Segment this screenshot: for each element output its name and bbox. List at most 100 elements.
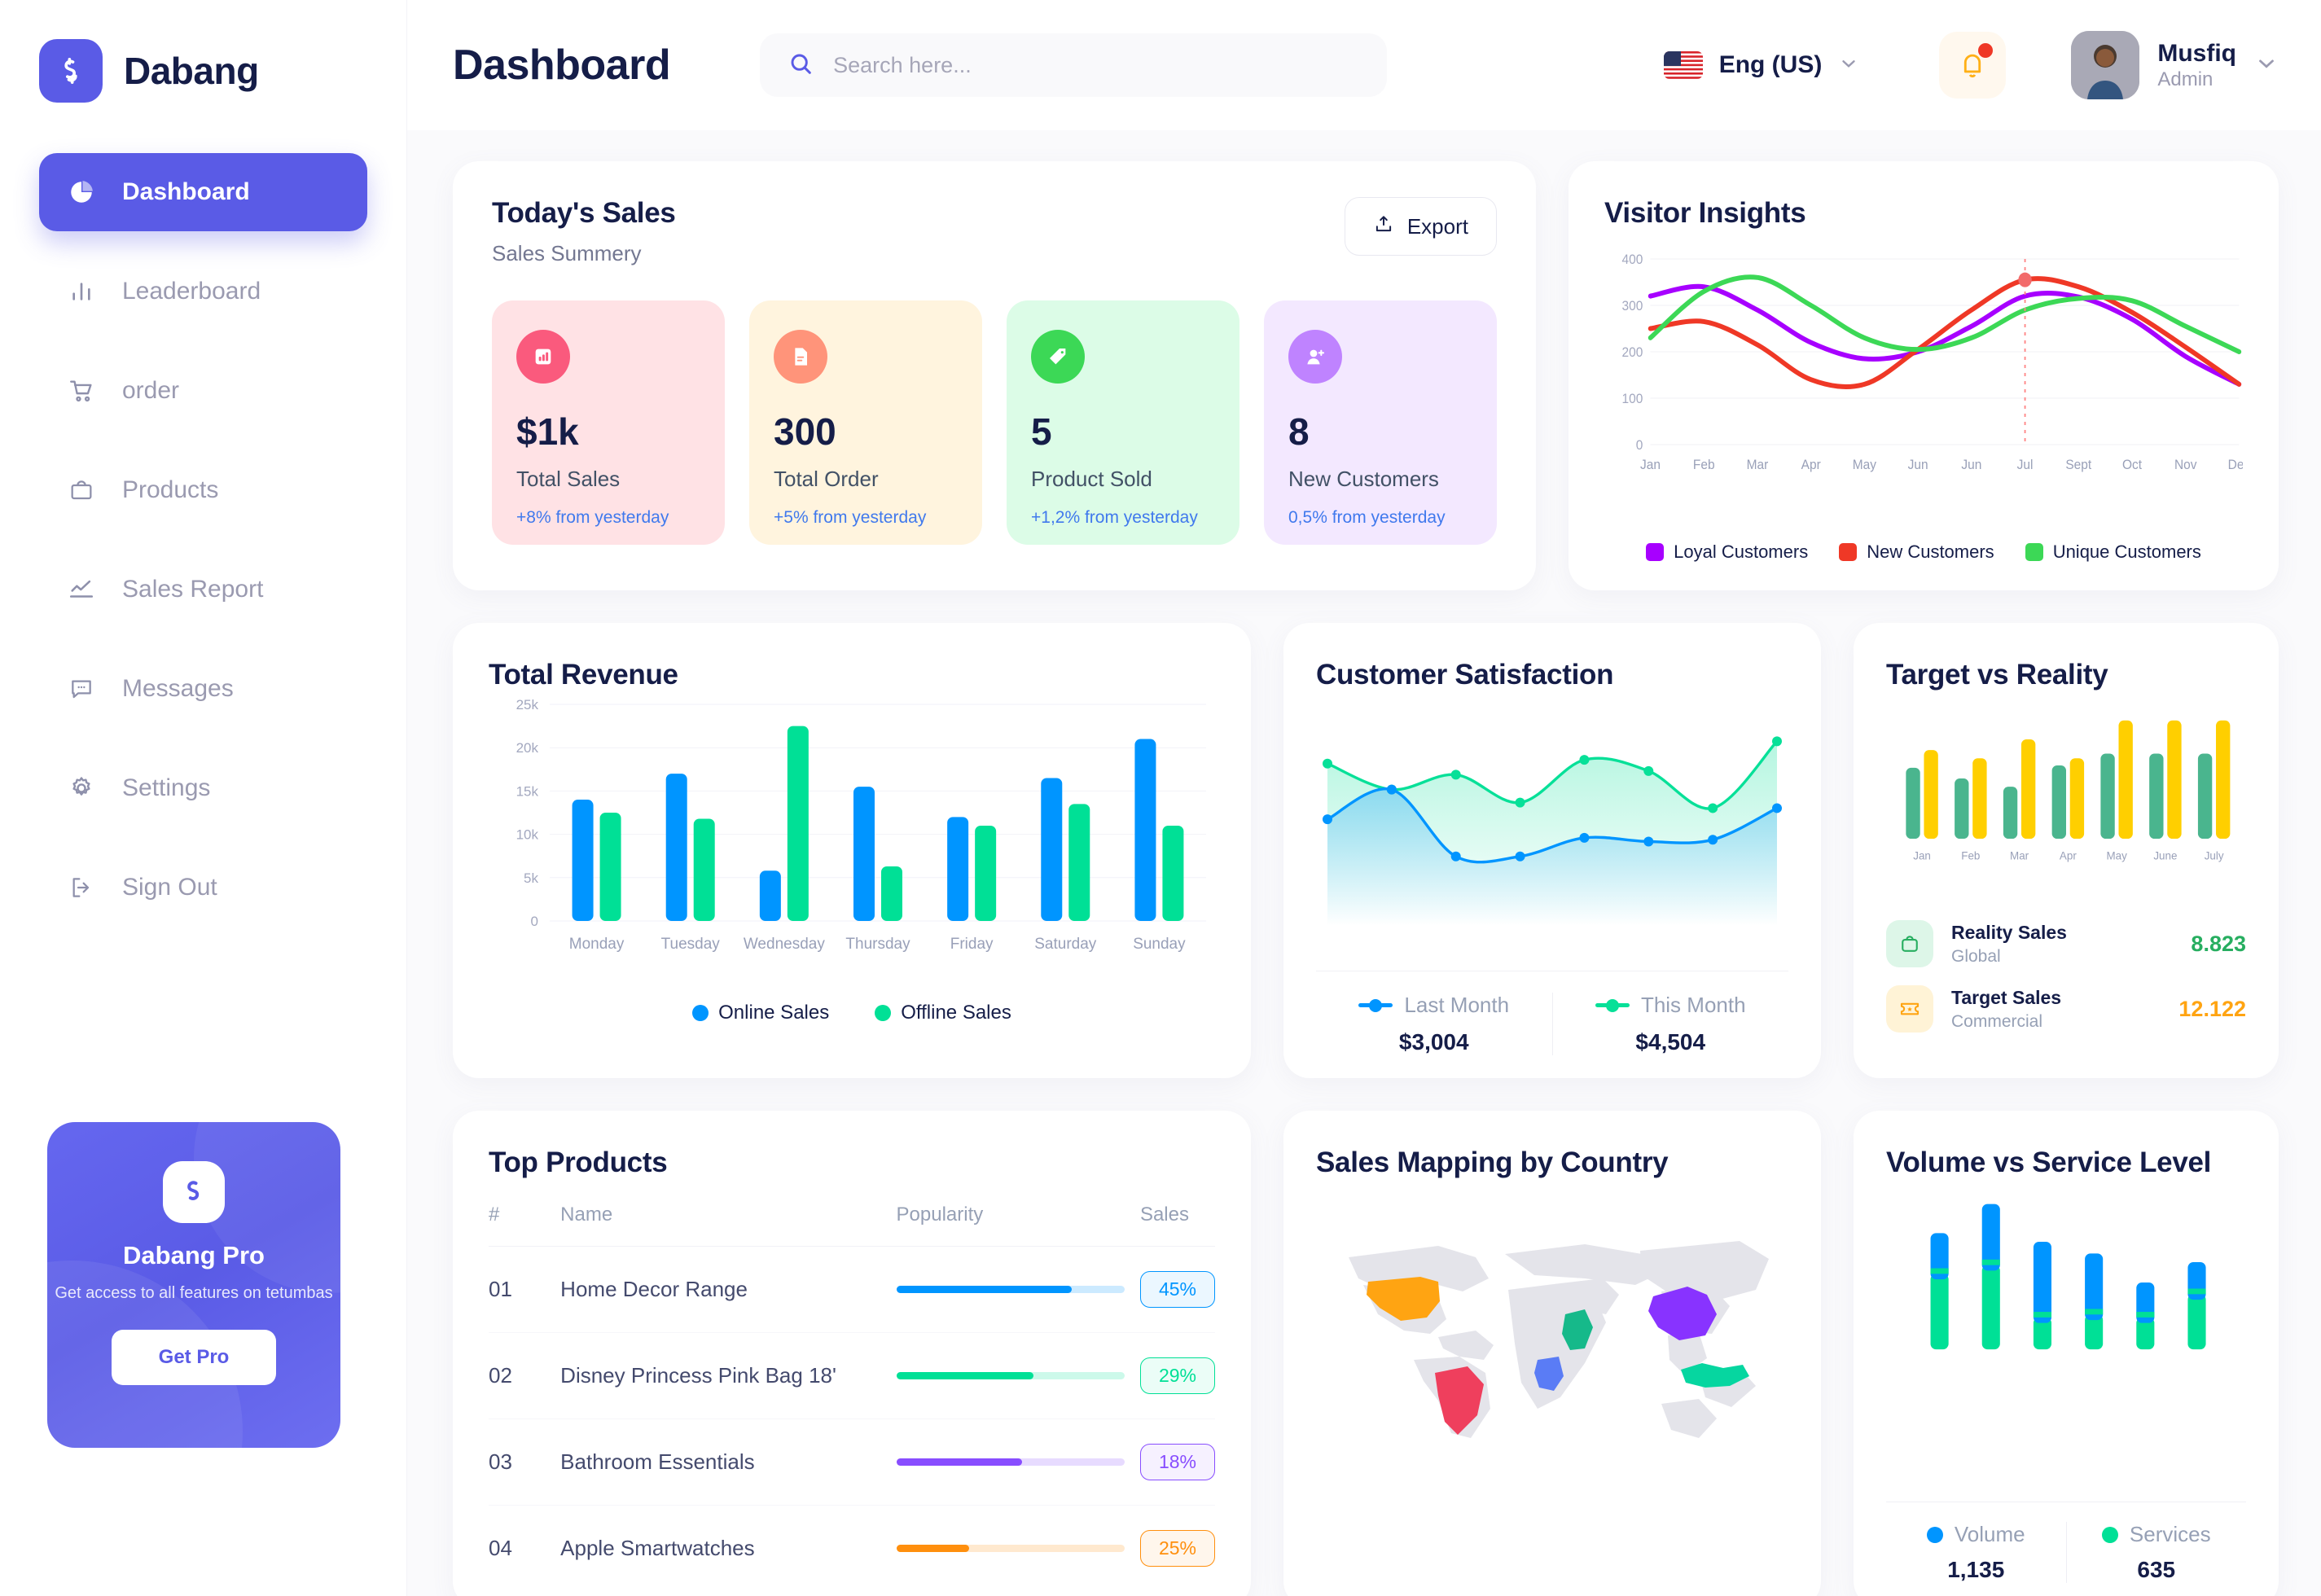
sidebar-item-dashboard[interactable]: Dashboard: [39, 153, 367, 231]
table-row[interactable]: 03 Bathroom Essentials 18%: [489, 1418, 1215, 1506]
legend-label: Last Month: [1404, 993, 1510, 1017]
svg-text:July: July: [2205, 849, 2224, 862]
legend-value: 12.122: [2178, 996, 2246, 1021]
document-icon: [774, 330, 827, 384]
services-metric: Services 635: [2065, 1522, 2247, 1583]
search-icon: [788, 50, 814, 81]
sidebar-nav: Dashboard Leaderboard order: [0, 153, 406, 927]
avatar: [2071, 31, 2140, 99]
todays-sales-card: Today's Sales Sales Summery Export: [453, 161, 1536, 590]
get-pro-button[interactable]: Get Pro: [111, 1330, 277, 1385]
world-map: [1316, 1200, 1788, 1473]
legend-item: Volume: [1886, 1522, 2066, 1547]
cell-name: Apple Smartwatches: [560, 1536, 755, 1560]
customer-satisfaction-chart: [1316, 699, 1788, 948]
chevron-down-icon: [1838, 53, 1859, 78]
svg-text:Jan: Jan: [1640, 457, 1661, 472]
user-profile[interactable]: Musfiq Admin: [2071, 31, 2279, 99]
sidebar-item-sales-report[interactable]: Sales Report: [39, 550, 367, 629]
stat-card-total-order: 300 Total Order +5% from yesterday: [749, 300, 982, 545]
table-row[interactable]: 01 Home Decor Range 45%: [489, 1246, 1215, 1333]
map-region-china[interactable]: [1648, 1287, 1717, 1340]
brand[interactable]: Dabang: [0, 0, 406, 103]
sidebar-item-settings[interactable]: Settings: [39, 749, 367, 827]
svg-text:400: 400: [1622, 252, 1643, 267]
tag-icon: [1031, 330, 1085, 384]
svg-text:Jan: Jan: [1913, 849, 1931, 862]
legend-title: Target Sales: [1951, 986, 2062, 1008]
sidebar-item-sign-out[interactable]: Sign Out: [39, 848, 367, 927]
line-chart-icon: [65, 573, 98, 606]
legend-swatch: [875, 1005, 892, 1021]
legend-label: Loyal Customers: [1674, 542, 1809, 562]
cell-num: 01: [489, 1246, 561, 1333]
map-region-indonesia[interactable]: [1681, 1363, 1749, 1388]
cell-sales: 45%: [1139, 1246, 1215, 1333]
legend-item: Online Sales: [692, 1002, 829, 1024]
search-input[interactable]: [833, 52, 1360, 78]
svg-text:Mar: Mar: [2010, 849, 2029, 862]
dabang-logo-icon: [39, 39, 103, 103]
map-region-united-states[interactable]: [1367, 1277, 1440, 1321]
map-region-brazil[interactable]: [1435, 1366, 1484, 1435]
legend-row-reality-sales: Reality Sales Global 8.823: [1886, 920, 2246, 967]
table-row[interactable]: 04 Apple Smartwatches 25%: [489, 1506, 1215, 1592]
logout-icon: [65, 871, 98, 904]
svg-text:20k: 20k: [516, 740, 539, 756]
language-selector[interactable]: Eng (US): [1663, 51, 1860, 79]
chevron-down-icon[interactable]: [2254, 51, 2279, 80]
svg-text:Jul: Jul: [2017, 457, 2034, 472]
svg-text:May: May: [1853, 457, 1877, 472]
language-label: Eng (US): [1718, 51, 1823, 78]
legend-label: New Customers: [1867, 542, 1994, 562]
target-vs-reality-chart: Jan Feb Mar Apr May June July: [1886, 691, 2246, 899]
sidebar-item-order[interactable]: order: [39, 352, 367, 430]
stat-label: Total Sales: [516, 467, 621, 491]
sidebar-item-messages[interactable]: Messages: [39, 650, 367, 728]
legend-label: Volume: [1954, 1522, 2025, 1546]
export-button[interactable]: Export: [1344, 197, 1497, 256]
stat-card-product-sold: 5 Product Sold +1,2% from yesterday: [1007, 300, 1239, 545]
visitor-legend: Loyal Customers New Customers Unique Cus…: [1604, 542, 2243, 563]
map-region-saudi-arabia[interactable]: [1562, 1309, 1593, 1350]
gear-icon: [65, 772, 98, 805]
total-revenue-card: Total Revenue 25k 20k 15k 10k 5k 0 Monday Tuesd…: [453, 623, 1251, 1078]
svg-text:15k: 15k: [516, 783, 539, 799]
svg-text:Des: Des: [2228, 457, 2243, 472]
column-header-name: Name: [560, 1204, 897, 1247]
table-header: # Name Popularity Sales: [489, 1204, 1215, 1247]
sidebar-item-label: Sign Out: [122, 874, 217, 901]
search-box[interactable]: [760, 33, 1388, 97]
table-row[interactable]: 02 Disney Princess Pink Bag 18' 29%: [489, 1332, 1215, 1419]
svg-text:200: 200: [1622, 344, 1643, 360]
card-subtitle: Sales Summery: [492, 241, 642, 265]
row-2: Total Revenue 25k 20k 15k 10k 5k 0 Monday Tuesd…: [453, 623, 2279, 1078]
visitor-insights-card: Visitor Insights 400 300 200 100 0 Jan Feb Mar A…: [1569, 161, 2279, 590]
svg-text:Wednesday: Wednesday: [744, 936, 825, 953]
export-label: Export: [1406, 213, 1468, 239]
visitor-insights-chart: 400 300 200 100 0 Jan Feb Mar Apr May Jun Jun Jul Sep…: [1604, 244, 2251, 533]
sidebar-item-label: order: [122, 377, 180, 404]
ticket-icon: [1886, 985, 1933, 1033]
card-title: Total Revenue: [489, 659, 678, 691]
legend-item: This Month: [1553, 993, 1789, 1018]
sidebar-item-products[interactable]: Products: [39, 451, 367, 529]
svg-text:Jun: Jun: [1961, 457, 1981, 472]
cell-num: 04: [489, 1536, 512, 1560]
notifications-button[interactable]: [1939, 32, 2007, 99]
notification-badge: [1978, 43, 1994, 58]
legend-text: Reality Sales Global: [1951, 922, 2067, 967]
stat-label: New Customers: [1288, 467, 1439, 491]
svg-text:Jun: Jun: [1908, 457, 1928, 472]
export-icon: [1373, 213, 1394, 240]
map-region-dr-congo[interactable]: [1534, 1357, 1564, 1391]
sidebar-item-leaderboard[interactable]: Leaderboard: [39, 252, 367, 331]
legend-swatch: [1358, 1003, 1393, 1007]
sidebar-item-label: Messages: [122, 675, 234, 702]
stat-value: 300: [774, 410, 836, 453]
chart-icon: [516, 330, 570, 384]
legend-swatch: [1839, 543, 1858, 561]
svg-text:Feb: Feb: [1693, 457, 1715, 472]
volume-footer: Volume 1,135 Services 635: [1886, 1502, 2246, 1583]
